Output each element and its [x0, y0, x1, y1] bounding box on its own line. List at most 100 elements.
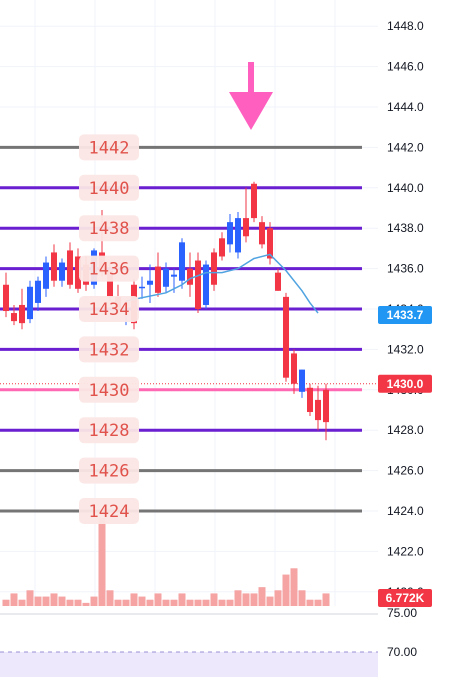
- candle-body: [323, 389, 329, 423]
- level-label-bg: [79, 296, 139, 322]
- level-label-text: 1424: [89, 502, 130, 522]
- candle-body: [203, 264, 209, 305]
- price-tick-label: 1436.0: [387, 262, 424, 276]
- candle: [187, 252, 193, 297]
- level-label-bg: [79, 336, 139, 363]
- volume-bar: [106, 590, 114, 606]
- candle: [299, 369, 305, 398]
- volume-bar: [298, 590, 306, 606]
- level-label-text: 1440: [89, 179, 130, 199]
- price-tick-label: 1448.0: [387, 19, 424, 33]
- level-label-bg: [79, 457, 139, 484]
- candle: [323, 383, 329, 441]
- candle-body: [227, 222, 233, 245]
- level-label-1440: 1440: [79, 174, 139, 201]
- candle-body: [163, 268, 169, 287]
- volume-bar: [42, 596, 50, 606]
- candle-body: [43, 262, 49, 289]
- candle: [227, 214, 233, 253]
- candle: [243, 187, 249, 243]
- candle-body: [235, 218, 241, 253]
- candle: [291, 349, 297, 394]
- candle-body: [259, 222, 265, 245]
- volume-bar: [314, 599, 322, 606]
- volume-bar: [282, 574, 290, 606]
- candle: [259, 216, 265, 249]
- candle: [3, 272, 9, 318]
- level-label-bg: [79, 417, 139, 444]
- candle: [35, 276, 41, 312]
- level-label-text: 1432: [89, 340, 130, 360]
- volume-bar: [258, 587, 266, 606]
- volume-bar: [322, 593, 330, 606]
- candle-body: [219, 238, 225, 257]
- candle-body: [67, 250, 73, 285]
- annotation-arrow-shaft: [248, 62, 254, 92]
- volume-bar: [10, 593, 18, 606]
- level-label-bg: [79, 215, 139, 242]
- level-label-bg: [79, 498, 139, 524]
- oscillator-band: [0, 652, 378, 677]
- candle: [211, 248, 217, 291]
- candle: [43, 256, 49, 297]
- level-label-text: 1436: [89, 260, 130, 280]
- price-tick-label: 1424.0: [387, 504, 424, 518]
- ma-price-tag: [378, 306, 432, 325]
- volume-top-label: 75.00: [387, 606, 417, 620]
- price-tick-label: 1442.0: [387, 140, 424, 154]
- candle-body: [267, 228, 273, 259]
- candle-body: [51, 252, 57, 281]
- annotation-arrow: [229, 62, 273, 130]
- volume-bar: [154, 593, 162, 606]
- candle: [307, 383, 313, 417]
- candle-body: [171, 274, 177, 277]
- candle-body: [59, 262, 65, 281]
- price-tick-label: 1446.0: [387, 60, 424, 74]
- price-tick-label: 1426.0: [387, 464, 424, 478]
- candle: [155, 252, 161, 297]
- oscillator-level-label: 70.00: [387, 645, 417, 659]
- level-label-1428: 1428: [79, 417, 139, 444]
- volume-bar: [170, 599, 178, 606]
- candle-body: [299, 369, 305, 392]
- level-label-bg: [79, 174, 139, 201]
- level-label-text: 1442: [89, 138, 130, 158]
- volume-bar: [162, 599, 170, 606]
- candle-body: [211, 252, 217, 285]
- candle: [179, 238, 185, 289]
- volume-bar: [186, 599, 194, 606]
- candle: [11, 304, 17, 326]
- candle-body: [139, 286, 145, 289]
- volume-bar: [58, 596, 66, 606]
- current-price-tag: [378, 374, 432, 393]
- volume-value-tag: [378, 589, 432, 607]
- candle: [51, 244, 57, 287]
- price-tick-label: 1440.0: [387, 181, 424, 195]
- candle: [75, 248, 81, 293]
- volume-bar: [130, 593, 138, 606]
- candle: [275, 268, 281, 291]
- candle: [203, 260, 209, 309]
- volume-bar: [18, 599, 26, 606]
- candle: [67, 242, 73, 289]
- candle: [59, 258, 65, 287]
- volume-bar: [146, 599, 154, 606]
- candle-body: [3, 284, 9, 312]
- volume-bar: [242, 593, 250, 606]
- candle: [235, 212, 241, 259]
- volume-bar: [226, 599, 234, 606]
- candle: [163, 262, 169, 293]
- level-label-1434: 1434: [79, 296, 139, 322]
- level-label-1424: 1424: [79, 498, 139, 524]
- candle: [19, 288, 25, 330]
- price-tick-label: 1444.0: [387, 100, 424, 114]
- ma-price-tag-text: 1433.7: [387, 308, 424, 322]
- candle-body: [155, 266, 161, 293]
- volume-bar: [234, 590, 242, 606]
- level-label-1426: 1426: [79, 457, 139, 484]
- candle: [27, 280, 33, 324]
- volume-bar: [82, 602, 90, 606]
- volume-bar: [210, 593, 218, 606]
- volume-bar: [306, 599, 314, 606]
